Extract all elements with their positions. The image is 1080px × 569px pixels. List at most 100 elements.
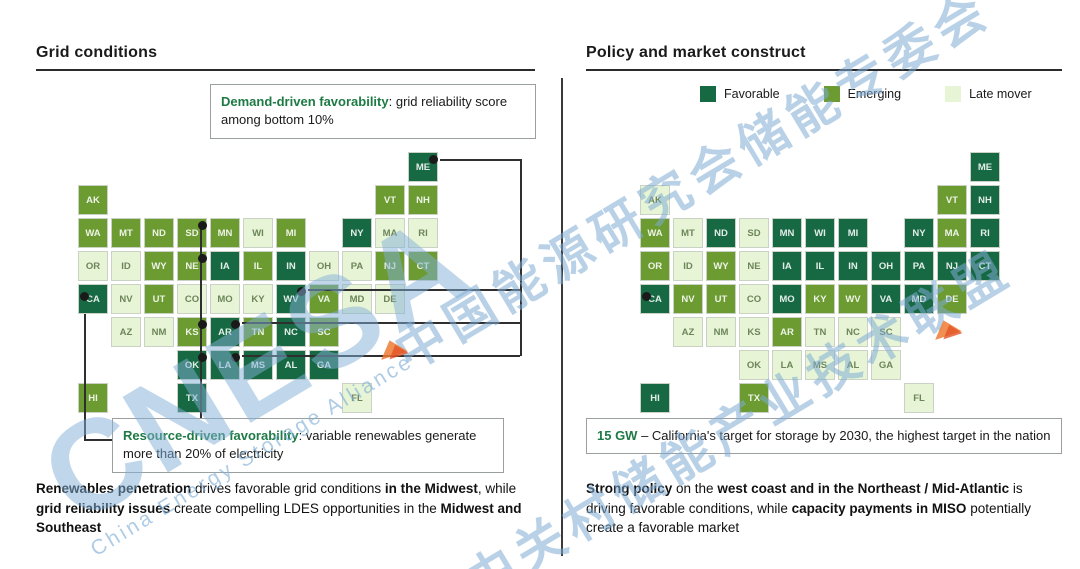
state-tile-RI: RI xyxy=(408,218,438,248)
state-tile-AK: AK xyxy=(78,185,108,215)
state-tile-IA: IA xyxy=(210,251,240,281)
state-tile-OK: OK xyxy=(177,350,207,380)
state-tile-KY: KY xyxy=(243,284,273,314)
summary-segment: potentially create a favorable market xyxy=(586,500,1031,536)
state-tile-PA: PA xyxy=(342,251,372,281)
state-tile-WA: WA xyxy=(640,218,670,248)
left-title-rule xyxy=(36,69,535,71)
state-tile-MI: MI xyxy=(276,218,306,248)
callout-15gw-highlight: 15 GW xyxy=(597,428,638,443)
state-tile-WY: WY xyxy=(144,251,174,281)
state-tile-AZ: AZ xyxy=(111,317,141,347)
state-tile-ME: ME xyxy=(970,152,1000,182)
state-tile-CT: CT xyxy=(408,251,438,281)
summary-segment: grid reliability issues xyxy=(36,500,171,516)
state-tile-VT: VT xyxy=(375,185,405,215)
summary-segment: is driving favorable conditions, while xyxy=(586,481,1023,516)
state-tile-RI: RI xyxy=(970,218,1000,248)
state-tile-SD: SD xyxy=(739,218,769,248)
state-tile-MS: MS xyxy=(805,350,835,380)
state-tile-WY: WY xyxy=(706,251,736,281)
leader-line xyxy=(242,355,520,357)
state-tile-NJ: NJ xyxy=(937,251,967,281)
callout-demand-highlight: Demand-driven favorability xyxy=(221,94,389,109)
summary-segment: west coast and in the Northeast / Mid-At… xyxy=(717,481,1010,496)
state-tile-GA: GA xyxy=(871,350,901,380)
state-tile-NJ: NJ xyxy=(375,251,405,281)
state-tile-IA: IA xyxy=(772,251,802,281)
legend-swatch-icon xyxy=(823,86,840,102)
state-tile-NM: NM xyxy=(144,317,174,347)
leader-line xyxy=(84,314,86,440)
column-divider xyxy=(561,78,563,556)
state-marker-dot-AR xyxy=(231,320,240,329)
state-tile-VA: VA xyxy=(871,284,901,314)
state-tile-ND: ND xyxy=(706,218,736,248)
state-tile-IL: IL xyxy=(805,251,835,281)
policy-market-map: AK AL AR AZ CA CO CT DE FL GA HI IA ID IL IN KS KY LA MA MD… xyxy=(640,152,1000,413)
state-tile-DE: DE xyxy=(937,284,967,314)
state-tile-HI: HI xyxy=(640,383,670,413)
summary-segment: in the Midwest xyxy=(384,481,478,496)
state-tile-UT: UT xyxy=(706,284,736,314)
leader-line xyxy=(84,439,112,441)
state-tile-OR: OR xyxy=(78,251,108,281)
state-tile-SD: SD xyxy=(177,218,207,248)
state-tile-WI: WI xyxy=(243,218,273,248)
state-tile-ID: ID xyxy=(673,251,703,281)
state-tile-AZ: AZ xyxy=(673,317,703,347)
state-tile-UT: UT xyxy=(144,284,174,314)
state-tile-CO: CO xyxy=(739,284,769,314)
state-tile-MO: MO xyxy=(210,284,240,314)
state-tile-TN: TN xyxy=(805,317,835,347)
state-tile-OK: OK xyxy=(739,350,769,380)
state-tile-MI: MI xyxy=(838,218,868,248)
state-tile-NV: NV xyxy=(673,284,703,314)
state-tile-OH: OH xyxy=(871,251,901,281)
state-tile-ID: ID xyxy=(111,251,141,281)
state-marker-dot-OK xyxy=(198,353,207,362)
leader-line xyxy=(520,159,522,356)
state-tile-MT: MT xyxy=(111,218,141,248)
summary-segment: Strong policy xyxy=(586,481,673,496)
state-tile-CT: CT xyxy=(970,251,1000,281)
state-marker-dot-WV xyxy=(297,287,306,296)
state-tile-NY: NY xyxy=(342,218,372,248)
state-tile-OR: OR xyxy=(640,251,670,281)
state-marker-dot-NE xyxy=(198,254,207,263)
state-tile-SC: SC xyxy=(871,317,901,347)
state-tile-MT: MT xyxy=(673,218,703,248)
state-tile-NC: NC xyxy=(838,317,868,347)
legend-label: Emerging xyxy=(847,87,902,101)
state-tile-CO: CO xyxy=(177,284,207,314)
state-marker-dot-KS xyxy=(198,320,207,329)
state-tile-FL: FL xyxy=(342,383,372,413)
state-tile-FL: FL xyxy=(904,383,934,413)
state-marker-dot-CA xyxy=(80,292,89,301)
summary-segment: capacity payments in MISO xyxy=(791,500,967,516)
state-tile-IN: IN xyxy=(838,251,868,281)
summary-segment: Midwest and Southeast xyxy=(36,500,522,536)
state-tile-TX: TX xyxy=(177,383,207,413)
right-section-title: Policy and market construct xyxy=(586,44,806,61)
grid-conditions-map: AK AL AR AZ CA CO CT DE FL GA HI IA ID IL IN KS KY LA MA MD… xyxy=(78,152,438,413)
state-tile-NY: NY xyxy=(904,218,934,248)
callout-demand-text: : grid reliability score among bottom 10… xyxy=(221,94,508,128)
state-tile-MD: MD xyxy=(904,284,934,314)
state-tile-MN: MN xyxy=(772,218,802,248)
summary-segment: on the xyxy=(672,481,718,496)
state-marker-dot-SD xyxy=(198,221,207,230)
state-tile-MA: MA xyxy=(937,218,967,248)
state-tile-KY: KY xyxy=(805,284,835,314)
state-tile-IL: IL xyxy=(243,251,273,281)
state-marker-dot-ME xyxy=(429,155,438,164)
state-tile-AK: AK xyxy=(640,185,670,215)
state-tile-KS: KS xyxy=(739,317,769,347)
callout-resource-driven: Resource-driven favorability: variable r… xyxy=(112,418,504,473)
leader-line xyxy=(308,289,520,291)
callout-demand-driven: Demand-driven favorability: grid reliabi… xyxy=(210,84,536,139)
state-tile-HI: HI xyxy=(78,383,108,413)
left-section-title: Grid conditions xyxy=(36,44,158,61)
state-tile-ND: ND xyxy=(144,218,174,248)
right-title-rule xyxy=(586,69,1062,71)
